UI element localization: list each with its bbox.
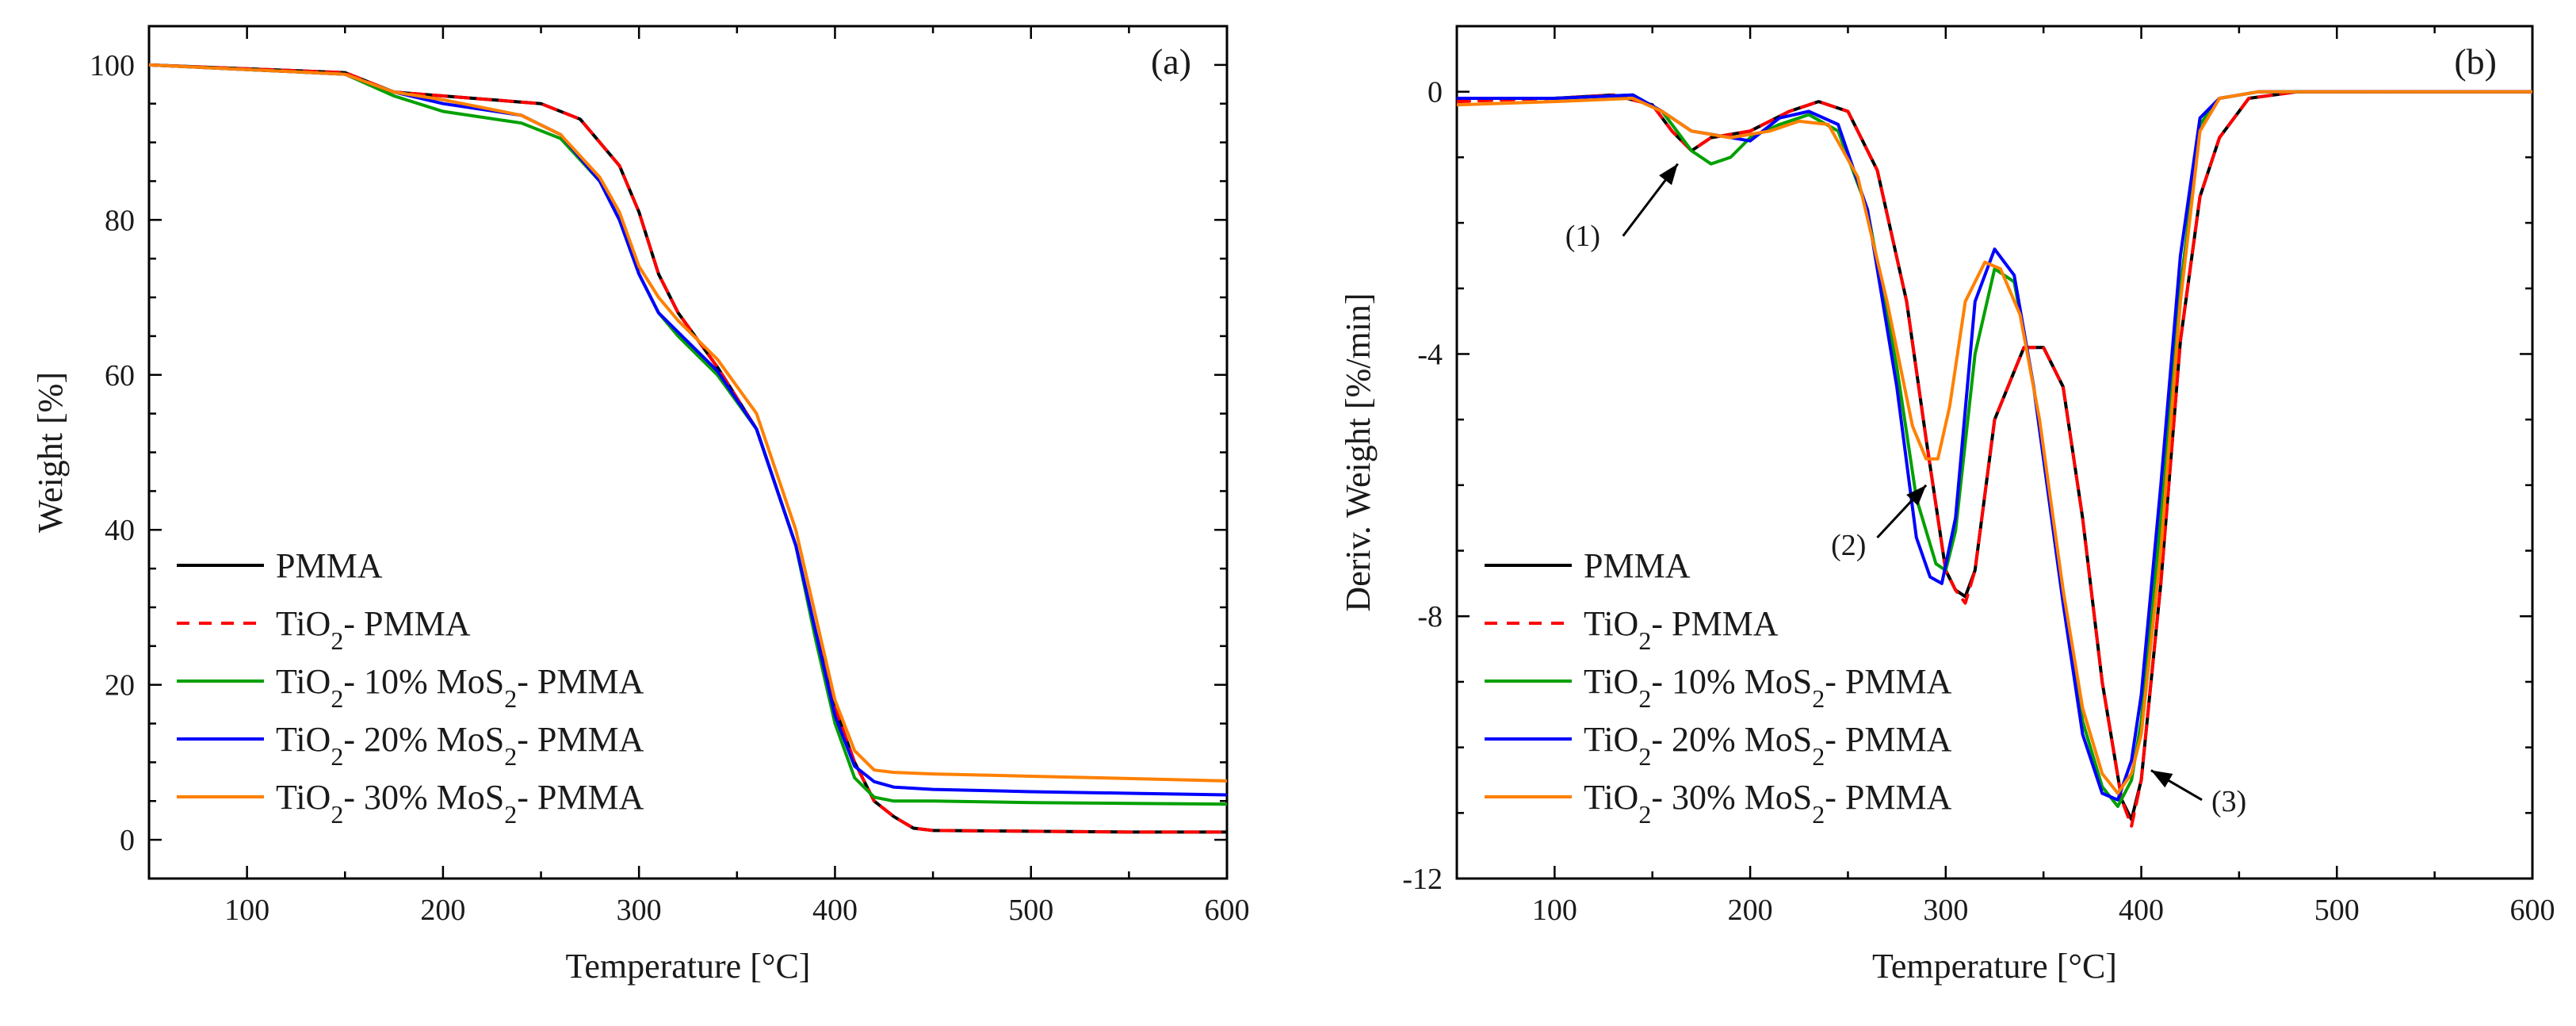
y-tick-label: 20 (105, 669, 135, 703)
legend-label-4: TiO2- 30% MoS2- PMMA (276, 778, 644, 829)
legend-label-3: TiO2- 20% MoS2- PMMA (1584, 720, 1952, 771)
annotation-3: (3) (2150, 769, 2246, 818)
x-tick-label: 500 (1008, 894, 1053, 927)
panel-a: 100 200 300 400 500 600 0 20 40 60 80 100 Temperatur… (31, 25, 1250, 986)
legend: PMMA TiO2- PMMA TiO2- 10% MoS2- PMMA TiO2- … (177, 546, 644, 829)
panel-label: (b) (2454, 41, 2497, 82)
x-tick-label: 500 (2314, 894, 2360, 927)
series-line-3 (149, 63, 1227, 797)
x-axis-title: Temperature [°C] (1872, 947, 2117, 986)
x-tick-label: 600 (1205, 894, 1250, 927)
y-tick-label: 80 (105, 204, 135, 237)
series-line-2 (1457, 90, 2532, 808)
annotation-label: (1) (1565, 220, 1600, 253)
legend-label-1: TiO2- PMMA (276, 604, 471, 655)
y-tick-label: 60 (105, 359, 135, 392)
y-tick-label: -8 (1417, 600, 1443, 634)
series-line-1 (149, 63, 1227, 834)
legend-label-1: TiO2- PMMA (1584, 604, 1779, 655)
series-line-4 (1457, 90, 2532, 795)
annotation-arrow-head (1906, 484, 1927, 506)
y-tick-label: 40 (105, 514, 135, 547)
x-tick-label: 100 (224, 894, 269, 927)
annotation-2: (2) (1831, 484, 1928, 562)
y-tick-label: 0 (120, 824, 135, 857)
y-tick-label: 100 (90, 49, 135, 82)
y-tick-label: 0 (1428, 76, 1443, 109)
y-tick-label: -4 (1417, 338, 1443, 371)
series-line-1 (1457, 90, 2532, 828)
legend-label-0: PMMA (276, 546, 383, 585)
legend-label-0: PMMA (1584, 546, 1691, 585)
x-tick-label: 400 (812, 894, 858, 927)
annotation-arrow-head (2150, 770, 2173, 788)
series-line-4 (149, 63, 1227, 783)
panel-b: 100 200 300 400 500 600 0 -4 -8 -12 Temperature [°… (1339, 25, 2555, 986)
series-line-0 (1457, 90, 2532, 821)
x-tick-label: 200 (1728, 894, 1773, 927)
series-group (1457, 90, 2532, 828)
x-tick-label: 400 (2119, 894, 2164, 927)
series-line-0 (149, 63, 1227, 834)
x-axis-title: Temperature [°C] (566, 947, 811, 986)
legend-label-2: TiO2- 10% MoS2- PMMA (1584, 662, 1952, 713)
legend-label-4: TiO2- 30% MoS2- PMMA (1584, 778, 1952, 829)
legend: PMMA TiO2- PMMA TiO2- 10% MoS2- PMMA TiO2- … (1485, 546, 1952, 829)
series-group (149, 63, 1227, 834)
legend-label-2: TiO2- 10% MoS2- PMMA (276, 662, 644, 713)
x-tick-label: 200 (420, 894, 465, 927)
y-axis-title: Weight [%] (31, 372, 70, 533)
series-line-2 (149, 63, 1227, 806)
legend-label-3: TiO2- 20% MoS2- PMMA (276, 720, 644, 771)
annotation-1: (1) (1565, 163, 1679, 253)
annotation-arrow-head (1659, 163, 1678, 186)
x-tick-label: 300 (617, 894, 662, 927)
x-tick-label: 600 (2510, 894, 2555, 927)
annotation-label: (2) (1831, 529, 1866, 562)
annotation-label: (3) (2211, 785, 2246, 818)
y-tick-label: -12 (1402, 863, 1443, 896)
x-tick-label: 100 (1532, 894, 1577, 927)
x-tick-label: 300 (1923, 894, 1968, 927)
panel-label: (a) (1151, 41, 1191, 82)
plot-frame (1455, 25, 2534, 880)
y-axis-title: Deriv. Weight [%/min] (1339, 293, 1378, 611)
